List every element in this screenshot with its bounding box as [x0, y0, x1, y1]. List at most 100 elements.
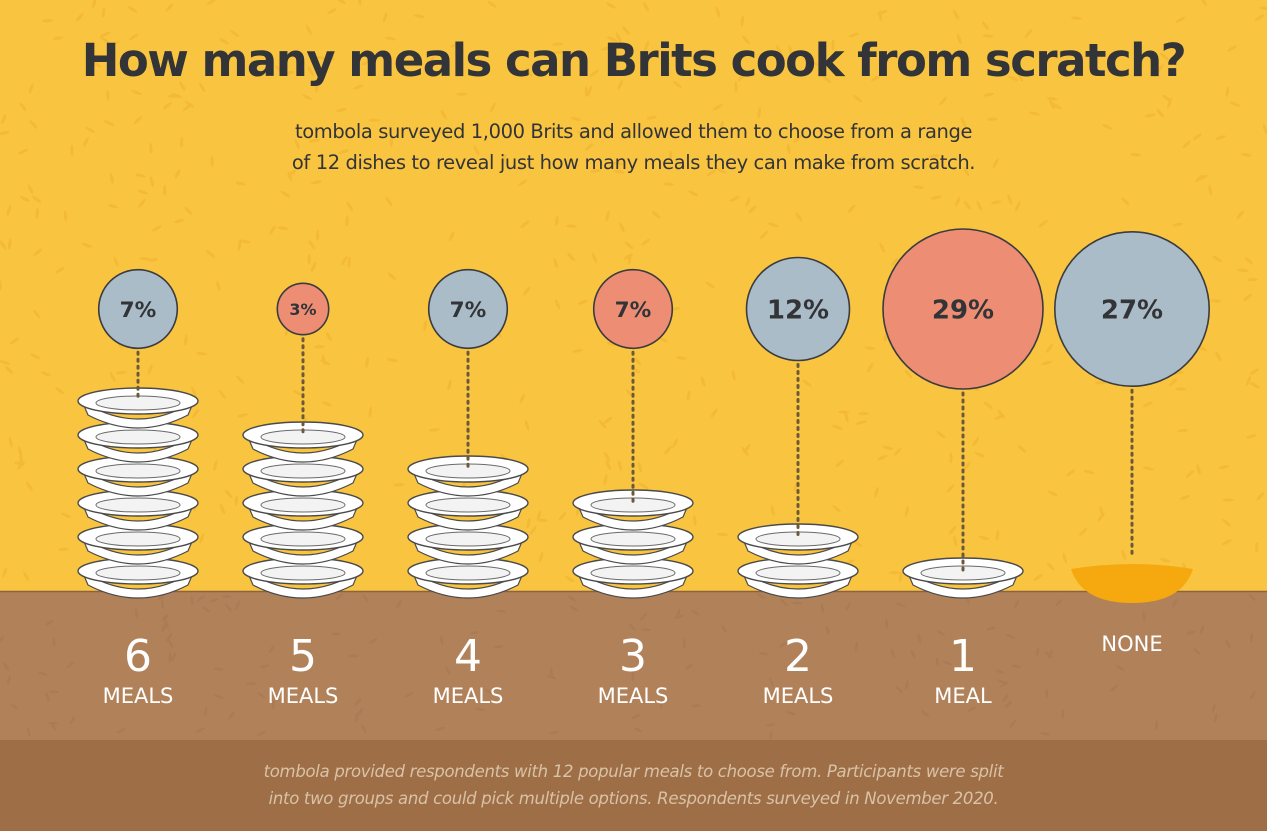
- rice-grain: [100, 31, 111, 37]
- rice-grain: [427, 56, 435, 66]
- rice-grain: [347, 256, 351, 268]
- rice-grain: [163, 184, 167, 196]
- rice-grain: [946, 484, 955, 493]
- empty-bowl: [1071, 564, 1193, 603]
- counter-grain: [690, 704, 701, 708]
- rice-grain: [107, 204, 119, 209]
- rice-grain: [981, 20, 989, 30]
- rice-grain: [584, 143, 594, 151]
- rice-grain: [1243, 293, 1253, 301]
- rice-grain: [235, 181, 247, 186]
- rice-grain: [1222, 518, 1231, 527]
- rice-grain: [638, 482, 649, 489]
- rice-grain: [17, 446, 23, 458]
- rice-grain: [983, 92, 995, 97]
- counter-grain: [45, 692, 50, 702]
- rice-grain: [786, 143, 791, 155]
- rice-grain: [109, 372, 116, 383]
- counter-grain: [445, 666, 451, 676]
- percent-bubble: [276, 282, 330, 336]
- rice-grain: [26, 481, 33, 491]
- plate: [77, 523, 199, 565]
- rice-grain: [182, 103, 192, 112]
- counter-grain: [209, 598, 219, 603]
- rice-grain: [314, 81, 319, 93]
- rice-grain: [60, 512, 72, 518]
- rice-grain: [294, 138, 300, 150]
- rice-grain: [627, 253, 632, 265]
- rice-grain: [715, 6, 721, 18]
- rice-grain: [874, 487, 879, 498]
- counter-grain: [213, 667, 224, 671]
- rice-grain: [236, 375, 245, 384]
- meal-count-word: MEALS: [598, 684, 669, 708]
- rice-grain: [939, 96, 947, 106]
- rice-grain: [307, 253, 311, 265]
- rice-grain: [1121, 197, 1130, 206]
- rice-grain: [1095, 381, 1107, 385]
- rice-grain: [793, 134, 802, 143]
- rice-grain: [893, 447, 902, 456]
- rice-grain: [283, 70, 295, 76]
- rice-grain: [742, 35, 750, 45]
- rice-grain: [603, 474, 608, 485]
- counter-grain: [1004, 700, 1013, 708]
- rice-grain: [898, 571, 903, 583]
- counter-grain: [910, 649, 916, 659]
- rice-grain: [1014, 201, 1021, 212]
- rice-grain: [990, 200, 1002, 205]
- rice-grain: [287, 171, 293, 182]
- rice-grain: [672, 80, 682, 89]
- chart-subtitle: tombola surveyed 1,000 Brits and allowed…: [190, 116, 1077, 178]
- counter-grain: [769, 730, 773, 741]
- rice-grain: [738, 72, 746, 82]
- counter-grain: [356, 707, 364, 717]
- rice-grain: [2, 567, 8, 578]
- rice-grain: [429, 428, 440, 432]
- rice-grain: [706, 169, 717, 177]
- rice-grain: [734, 81, 738, 93]
- rice-grain: [1017, 445, 1027, 453]
- counter-grain: [156, 594, 166, 601]
- rice-grain: [55, 387, 65, 395]
- rice-grain: [4, 366, 14, 374]
- rice-grain: [393, 483, 405, 487]
- rice-grain: [516, 162, 525, 171]
- rice-grain: [553, 257, 558, 269]
- rice-grain: [179, 81, 186, 91]
- meal-count-number: 3: [619, 631, 647, 682]
- rice-grain: [387, 358, 398, 362]
- rice-grain: [878, 10, 883, 22]
- rice-grain: [1196, 464, 1201, 475]
- percent-label: 29%: [932, 295, 994, 325]
- rice-grain: [184, 206, 193, 215]
- rice-grain: [1168, 378, 1178, 387]
- rice-grain: [1038, 219, 1048, 228]
- rice-grain: [622, 26, 630, 35]
- rice-grain: [1161, 94, 1172, 102]
- rice-grain: [385, 196, 393, 206]
- rice-grain: [978, 535, 990, 541]
- meal-count-number: 6: [124, 631, 152, 682]
- rice-grain: [1130, 153, 1142, 157]
- rice-grain: [888, 571, 900, 575]
- rice-grain: [852, 540, 863, 547]
- footnote-line: into two groups and could pick multiple …: [268, 789, 999, 808]
- counter-grain: [682, 638, 686, 649]
- counter-grain: [967, 706, 977, 713]
- rice-grain: [35, 207, 39, 219]
- counter-grain: [1005, 633, 1015, 639]
- plate: [242, 557, 364, 599]
- rice-grain: [716, 167, 727, 174]
- counter-grain: [1250, 633, 1253, 644]
- counter-grain: [1011, 664, 1022, 668]
- counter-grain: [1214, 713, 1218, 724]
- counter-grain: [690, 609, 700, 616]
- rice-grain: [384, 36, 396, 41]
- counter-grain: [268, 644, 275, 654]
- rice-grain: [1144, 113, 1156, 118]
- rice-grain: [1121, 549, 1127, 560]
- rice-grain: [218, 389, 226, 399]
- counter-top: [0, 591, 1267, 740]
